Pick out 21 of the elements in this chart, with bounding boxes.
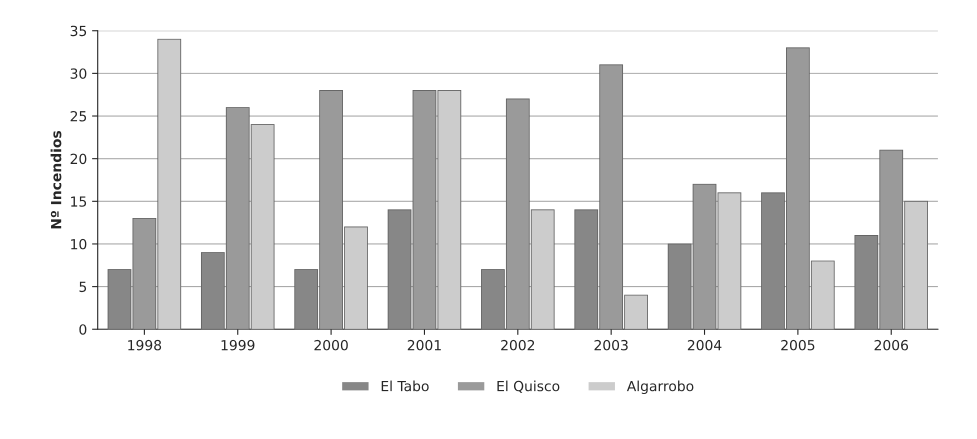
y-tick-label: 20 [70, 154, 86, 164]
legend-label: Algarrobo [626, 380, 694, 394]
y-tick-label: 35 [70, 26, 86, 36]
y-tick-label: 5 [80, 282, 86, 292]
x-tick-label: 1998 [128, 340, 162, 350]
x-tick-label: 2003 [594, 340, 628, 350]
x-tick-label: 2000 [314, 340, 348, 350]
y-tick-label: 15 [71, 196, 86, 207]
x-tick-label: 1999 [222, 340, 254, 350]
y-tick-label: 10 [71, 238, 86, 250]
legend-label: El Quisco [497, 380, 560, 393]
x-tick-label: 2001 [408, 340, 441, 350]
y-axis-title: Nº Incendios [50, 130, 62, 228]
x-tick-label: 2004 [688, 340, 722, 350]
y-tick-label: 0 [79, 324, 86, 335]
x-tick-label: 2006 [874, 340, 908, 350]
x-tick-label: 2005 [781, 340, 814, 350]
y-tick-label: 30 [70, 68, 86, 79]
x-tick-label: 2002 [501, 340, 534, 350]
y-tick-label: 25 [70, 110, 86, 122]
legend-label: El Tabo [382, 380, 429, 392]
